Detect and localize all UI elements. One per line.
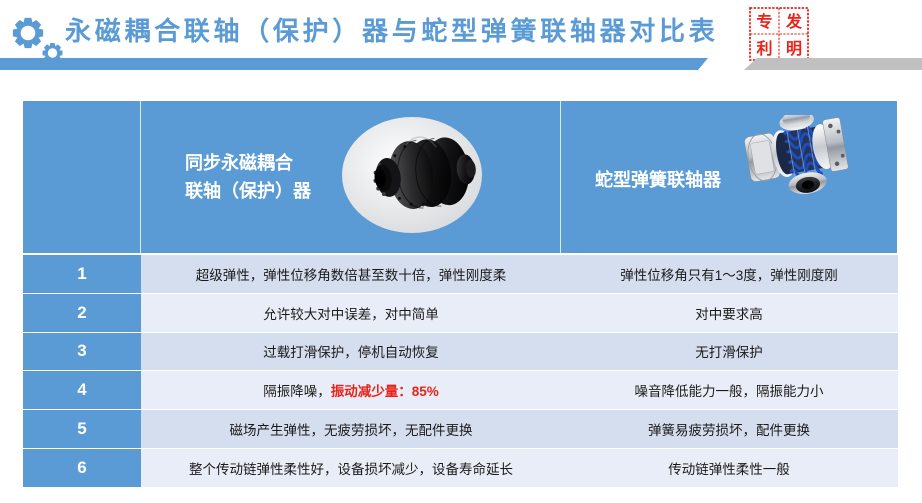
svg-text:利: 利 (756, 39, 772, 58)
svg-text:发: 发 (785, 12, 803, 31)
svg-text:明: 明 (786, 40, 802, 58)
svg-text:专: 专 (756, 12, 772, 31)
